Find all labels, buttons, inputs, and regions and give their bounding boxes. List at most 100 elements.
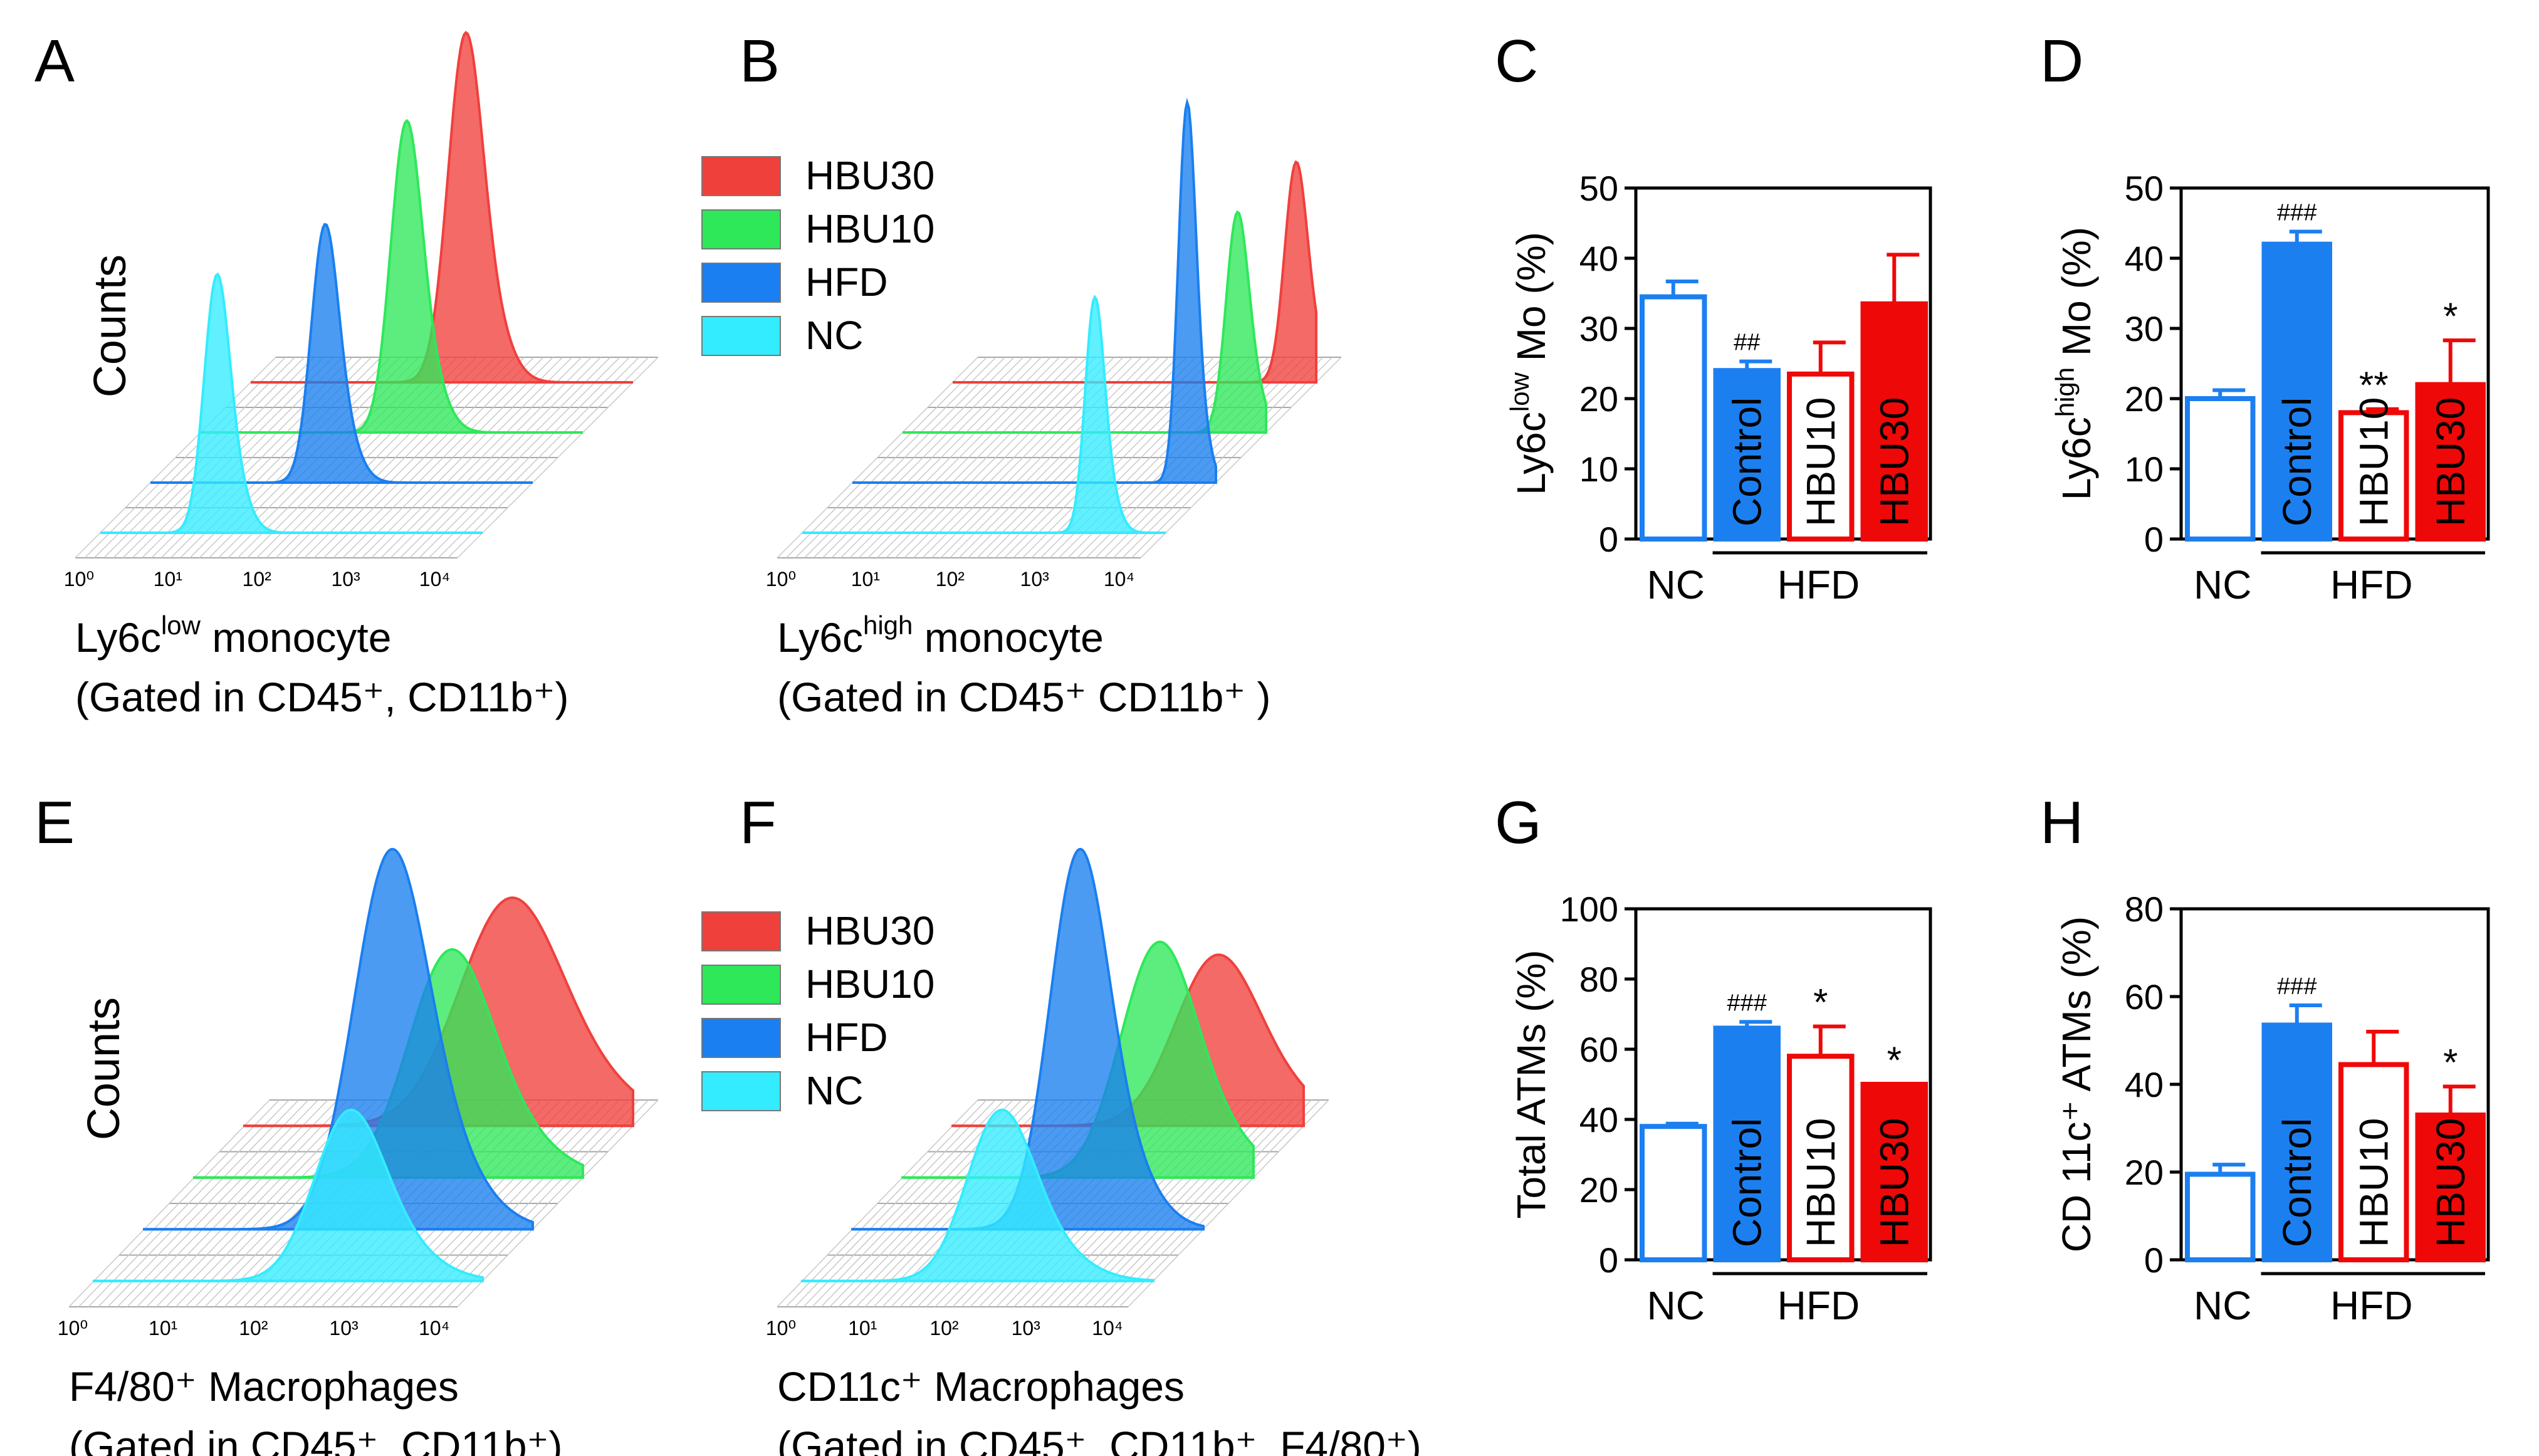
caption-line2: (Gated in CD45⁺, CD11b⁺) — [75, 674, 568, 720]
x-tick-label: 10³ — [1020, 568, 1050, 590]
floor-grid-line — [437, 357, 640, 558]
caption-line2: (Gated in CD45⁺, CD11b⁺) — [69, 1423, 562, 1456]
significance-marker: * — [2443, 1042, 2458, 1084]
y-tick-label: 20 — [1579, 379, 1618, 419]
group-label-nc: NC — [1647, 562, 1705, 607]
panel-label-h: H — [2040, 789, 2083, 856]
y-axis-label-sup: high — [2050, 367, 2080, 417]
y-tick-label: 50 — [2125, 169, 2164, 208]
floor-grid-line — [97, 1099, 300, 1307]
legend-label-hfd: HFD — [805, 259, 888, 305]
bar-nc — [2185, 1171, 2256, 1262]
bar-hbu10 — [1787, 1054, 1855, 1262]
x-tick-label: 10³ — [331, 568, 360, 590]
bar-label-hbu10: HBU10 — [1798, 397, 1843, 526]
floor-grid-line — [785, 357, 988, 558]
plot-frame — [1634, 907, 1932, 1262]
floor-grid-line — [399, 357, 602, 558]
y-tick-label: 60 — [1579, 1030, 1618, 1069]
legend-bottom: HBU30 HBU10 HFD NC — [701, 908, 934, 1113]
histogram-series-hbu30 — [953, 160, 1317, 384]
F4-80-macrophage-histogram: 10⁰ 10¹ 10² 10³ 10⁴ Counts F4/80⁺ Macrophages (… — [58, 847, 659, 1456]
bar-hbu30 — [1860, 1082, 1928, 1262]
legend-top: HBU30 HBU10 HFD NC — [701, 153, 934, 358]
caption-superscript: low — [161, 610, 201, 640]
y-tick-label: 30 — [2125, 309, 2164, 348]
legend-label-hbu30: HBU30 — [805, 908, 934, 953]
y-tick-label: 0 — [1599, 520, 1618, 559]
floor-grid-line — [448, 357, 649, 558]
bar-chart-h: 0 20 40 60 80 CD 11c⁺ ATMs (%) Control ### HBU10… — [2054, 889, 2490, 1328]
group-label-nc: NC — [1647, 1283, 1705, 1328]
x-tick-label: 10¹ — [848, 1317, 877, 1339]
floor-grid-line — [1122, 357, 1324, 558]
floor-grid-line — [107, 1099, 309, 1307]
y-axis-label: Counts — [79, 997, 129, 1140]
y-axis-label-rest: Mo (%) — [1509, 232, 1554, 372]
legend-swatch-nc — [701, 316, 781, 356]
panel-label-c: C — [1495, 28, 1538, 95]
floor-grid-line — [68, 1099, 270, 1307]
floor-grid-line — [1140, 357, 1342, 558]
legend-label-hfd: HFD — [805, 1015, 888, 1060]
histogram-series-hbu10 — [201, 118, 583, 434]
panel-label-e: E — [34, 789, 75, 856]
y-tick-label: 60 — [2125, 977, 2164, 1017]
bar-label-hbu30: HBU30 — [1872, 1118, 1917, 1247]
y-tick-label: 40 — [1579, 239, 1618, 278]
floor-grid-line — [831, 357, 1033, 558]
y-tick-label: 20 — [1579, 1170, 1618, 1210]
x-tick-label: 10² — [929, 1317, 959, 1339]
y-axis-label-sup: low — [1505, 372, 1534, 412]
caption-line2: (Gated in CD45⁺, CD11b⁺, F4/80⁺) — [777, 1423, 1421, 1456]
y-axis-label: CD 11c⁺ ATMs (%) — [2054, 916, 2099, 1252]
x-tick-label: 10⁰ — [58, 1317, 88, 1339]
caption-line2: (Gated in CD45⁺ CD11b⁺ ) — [777, 674, 1270, 720]
floor-grid-line — [1084, 1099, 1285, 1307]
group-label-hfd: HFD — [1777, 562, 1860, 607]
floor-grid-line — [894, 357, 1097, 558]
floor-grid-line — [1110, 1099, 1312, 1307]
bar-chart-c: 0 10 20 30 40 50 Ly6clow Mo (%) Control ## HBU10 H… — [1505, 169, 1932, 607]
floor-grid-line — [940, 357, 1142, 558]
floor-grid-line — [794, 1099, 996, 1307]
floor-grid-line — [78, 1099, 280, 1307]
caption-line1: F4/80⁺ Macrophages — [69, 1363, 459, 1410]
x-tick-label: 10⁰ — [64, 568, 94, 590]
y-tick-label: 40 — [1579, 1100, 1618, 1139]
floor-grid-line — [352, 357, 553, 558]
floor-grid-line — [88, 1099, 290, 1307]
legend-label-nc: NC — [805, 313, 863, 358]
floor-grid-line — [313, 357, 515, 558]
floor-grid-line — [361, 357, 563, 558]
y-tick-label: 20 — [2125, 1153, 2164, 1192]
y-tick-label: 80 — [2125, 889, 2164, 929]
floor-grid-line — [777, 357, 978, 558]
CD11c-macrophage-histogram: 10⁰ 10¹ 10² 10³ 10⁴ CD11c⁺ Macrophages (Gated … — [766, 847, 1421, 1456]
x-tick-label: 10¹ — [851, 568, 880, 590]
floor-grid-line — [976, 357, 1178, 558]
caption-line1: Ly6clow monocyte — [75, 610, 391, 661]
legend-label-hbu10: HBU10 — [805, 206, 934, 251]
floor-grid-line — [958, 357, 1160, 558]
histogram-series-hbu30 — [251, 31, 633, 384]
y-axis-label-rest: Mo (%) — [2054, 227, 2099, 367]
x-tick-label: 10⁴ — [419, 568, 450, 590]
floor-grid-line — [333, 357, 535, 558]
x-tick-label: 10² — [239, 1317, 268, 1339]
floor-grid-line — [457, 1099, 659, 1307]
legend-label-hbu10: HBU10 — [805, 961, 934, 1007]
y-tick-label: 10 — [1579, 449, 1618, 489]
group-label-hfd: HFD — [2330, 1283, 2413, 1328]
floor-grid-line — [419, 357, 620, 558]
caption-rest: monocyte — [913, 614, 1103, 661]
floor-grid-line — [949, 357, 1151, 558]
floor-grid-line — [342, 357, 544, 558]
floor-grid-line — [867, 357, 1069, 558]
group-label-hfd: HFD — [1777, 1283, 1860, 1328]
floor-grid-line — [1128, 1099, 1329, 1307]
legend-swatch-hbu10 — [701, 209, 781, 249]
bar-label-control: Control — [2275, 397, 2320, 526]
y-tick-label: 80 — [1579, 960, 1618, 999]
